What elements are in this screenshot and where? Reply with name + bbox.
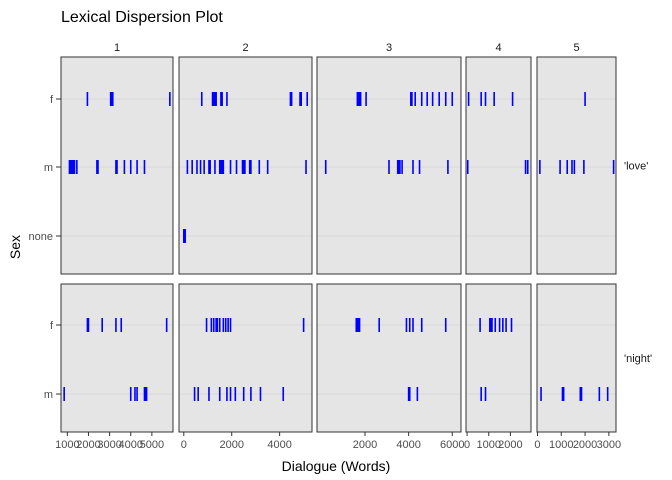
column-strip-label: 3 [386, 42, 392, 54]
x-tick-label: 0 [464, 439, 470, 451]
y-tick-label: m [44, 162, 53, 174]
x-tick-label: 0 [181, 439, 187, 451]
panel-border [60, 56, 174, 275]
y-tick-label: f [50, 94, 54, 106]
panel-background [317, 284, 461, 432]
panel-border [60, 283, 174, 433]
x-tick-label: 1000 [549, 439, 573, 451]
column-strip-label: 5 [573, 42, 579, 54]
column-strip-label: 4 [495, 42, 501, 54]
x-tick-label: 5000 [140, 439, 164, 451]
panel-border [316, 56, 462, 275]
y-tick-label: none [29, 231, 53, 243]
x-tick-label: 4000 [118, 439, 142, 451]
x-tick-label: 2000 [498, 439, 522, 451]
x-tick-label: 6000 [440, 439, 464, 451]
panel-border [316, 283, 462, 433]
panel-background [466, 57, 531, 274]
x-tick-label: 2000 [76, 439, 100, 451]
x-tick-label: 3000 [97, 439, 121, 451]
panel-border [465, 283, 532, 433]
panel-border [465, 56, 532, 275]
panel-background [61, 284, 173, 432]
chart-title: Lexical Dispersion Plot [61, 9, 223, 26]
x-tick-label: 1000 [477, 439, 501, 451]
panel-background [537, 57, 616, 274]
y-tick-label: f [50, 320, 54, 332]
column-strip-label: 2 [242, 42, 248, 54]
y-tick-label: m [44, 389, 53, 401]
panels-group: 1 2 3 4 5'love'fmnone'night'fm10002000300040… [29, 42, 653, 451]
y-axis-title: Sex [7, 235, 23, 259]
x-axis-title: Dialogue (Words) [282, 458, 391, 474]
x-tick-label: 0 [534, 439, 540, 451]
panel-border [536, 283, 617, 433]
panel-background [537, 284, 616, 432]
row-strip-label: 'love' [624, 161, 648, 173]
panel-border [178, 283, 313, 433]
column-strip-label: 1 [114, 42, 120, 54]
x-tick-label: 2000 [353, 439, 377, 451]
x-tick-label: 2000 [219, 439, 243, 451]
panel-border [536, 56, 617, 275]
x-tick-label: 4000 [267, 439, 291, 451]
panel-background [179, 284, 312, 432]
row-strip-label: 'night' [624, 353, 652, 365]
panel-background [466, 284, 531, 432]
x-tick-label: 1000 [55, 439, 79, 451]
x-tick-label: 4000 [396, 439, 420, 451]
panel-border [178, 56, 313, 275]
x-tick-label: 2000 [573, 439, 597, 451]
x-tick-label: 3000 [597, 439, 621, 451]
